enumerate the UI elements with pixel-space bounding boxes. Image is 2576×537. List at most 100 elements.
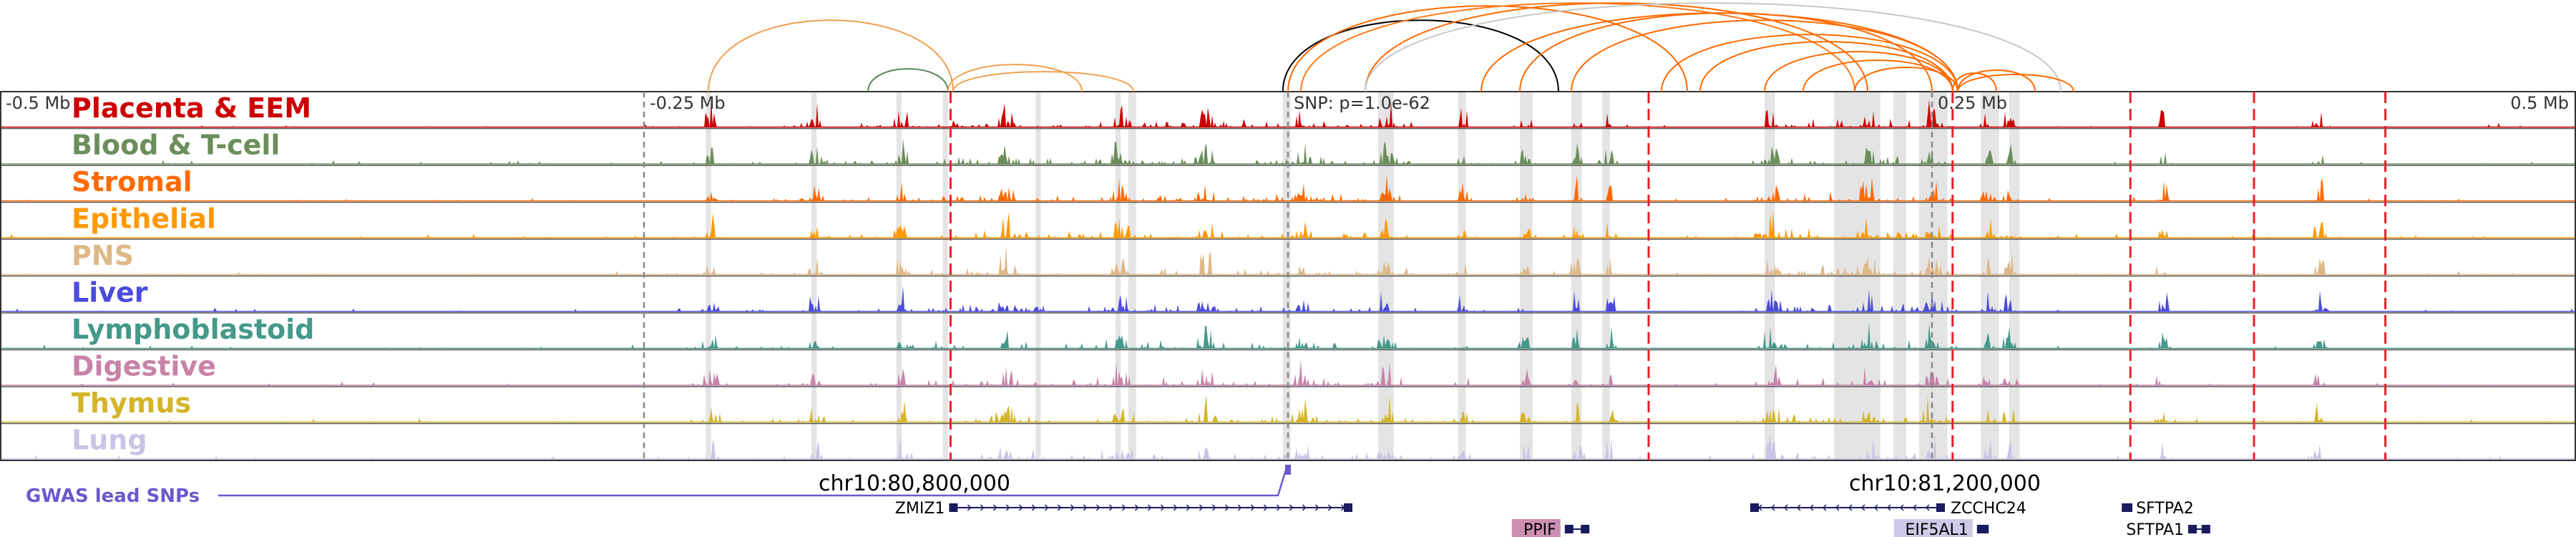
exon-block [1980, 525, 1989, 533]
loop-arc [1802, 59, 1953, 92]
loop-arc [1480, 12, 1958, 92]
dashed-lines [643, 92, 2387, 460]
gene-label: EIF5AL1 [1905, 521, 1968, 537]
strand-arrow [1121, 504, 1126, 511]
track-signal-6 [0, 321, 2576, 349]
gene-sftpa2: SFTPA2 [2122, 500, 2194, 518]
strand-arrow [1018, 504, 1023, 511]
loop-arc [952, 71, 1134, 92]
strand-arrow [1147, 504, 1152, 511]
strand-arrow [1899, 504, 1904, 511]
strand-arrow [1031, 504, 1036, 511]
loop-arcs [708, 2, 2074, 92]
loop-arc [867, 68, 949, 92]
track-label: Epithelial [72, 203, 216, 235]
loop-arc [1365, 2, 1868, 92]
gwas-label: GWAS lead SNPs [26, 485, 200, 507]
gene-badge [1893, 519, 1973, 537]
loop-arc [1854, 67, 1958, 92]
loop-arc [1661, 34, 1958, 92]
exon-block [2188, 525, 2197, 533]
gene-label: ZCCHC24 [1951, 500, 2026, 518]
gene-zmiz1: ZMIZ1 [895, 500, 1352, 518]
gene-label: SFTPA1 [2126, 521, 2184, 537]
strand-arrow [1835, 504, 1840, 511]
gene-zcchc24: ZCCHC24 [1750, 500, 2026, 518]
strand-arrow [1224, 504, 1229, 511]
loop-arc [1282, 19, 1559, 92]
strand-arrow [1860, 504, 1865, 511]
strand-arrow [1083, 504, 1088, 511]
strand-arrow [1796, 504, 1801, 511]
track-label: PNS [72, 240, 134, 271]
strand-arrow [1925, 504, 1930, 511]
strand-arrow [1302, 504, 1307, 511]
exon-block [2201, 525, 2210, 533]
strand-arrow [1848, 504, 1853, 511]
strand-arrow [1912, 504, 1917, 511]
loop-arc [947, 64, 1083, 92]
exon-block [1936, 503, 1945, 512]
gwas-connector [218, 467, 1288, 497]
loop-arc [708, 19, 954, 92]
strand-arrow [1057, 504, 1062, 511]
axis-tick-label: -0.5 Mb [6, 93, 70, 113]
strand-arrow [1289, 504, 1294, 511]
track-label: Thymus [72, 387, 191, 419]
strand-arrow [1886, 504, 1891, 511]
gene-label: ZMIZ1 [895, 500, 945, 518]
strand-arrow [992, 504, 997, 511]
strand-arrow [1822, 504, 1827, 511]
strand-arrow [1005, 504, 1010, 511]
strand-arrow [1160, 504, 1165, 511]
strand-arrow [1237, 504, 1242, 511]
gene-eif5al1: EIF5AL1 [1893, 519, 1989, 537]
track-label: Blood & T-cell [72, 130, 280, 161]
track-signal-1 [0, 138, 2576, 164]
exon-block [1581, 525, 1590, 533]
loop-arc [1764, 51, 1953, 92]
coordinate-label: chr10:80,800,000 [819, 471, 1010, 496]
strand-arrow [1134, 504, 1139, 511]
strand-arrow [1044, 504, 1049, 511]
strand-arrow [1276, 504, 1281, 511]
track-label: Liver [72, 277, 148, 309]
strand-arrow [967, 504, 972, 511]
loop-arc [1365, 2, 2062, 92]
exon-block [1344, 503, 1352, 512]
strand-arrow [1327, 504, 1332, 511]
gwas-snp-marker [1285, 465, 1291, 475]
gene-sftpa1: SFTPA1 [2126, 521, 2210, 537]
strand-arrow [1314, 504, 1319, 511]
loop-arc [1699, 41, 1953, 92]
gene-label: SFTPA2 [2136, 500, 2194, 518]
axis-tick-label: -0.25 Mb [650, 93, 726, 113]
strand-arrow [1770, 504, 1775, 511]
strand-arrow [1173, 504, 1178, 511]
strand-arrow [1199, 504, 1204, 511]
strand-arrow [1809, 504, 1814, 511]
gene-track: ZMIZ1 PPIF ZCCHC24 EIF5AL1 SFTPA2 SFTPA1 [895, 500, 2210, 537]
strand-arrow [1186, 504, 1191, 511]
exon-block [1750, 503, 1759, 512]
loop-arc [1287, 5, 1688, 92]
strand-arrow [1211, 504, 1216, 511]
strand-arrow [1108, 504, 1113, 511]
strand-arrow [1096, 504, 1101, 511]
strand-arrow [1070, 504, 1075, 511]
coordinate-label: chr10:81,200,000 [1849, 471, 2041, 496]
track-signal-9 [0, 433, 2576, 459]
axis-ticks: -0.5 Mb -0.25 Mb 0.25 Mb 0.5 Mb SNP: p=1.0e-… [6, 93, 2569, 113]
exon-block [2122, 503, 2131, 512]
gene-label: PPIF [1523, 521, 1556, 537]
axis-tick-label: 0.25 Mb [1938, 93, 2007, 113]
track-label: Lung [72, 425, 147, 456]
track-label: Lymphoblastoid [72, 314, 314, 345]
axis-tick-label: 0.5 Mb [2510, 93, 2569, 113]
exon-block [1564, 525, 1574, 533]
strand-arrow [980, 504, 985, 511]
track-label: Digestive [72, 351, 216, 382]
strand-arrow [1250, 504, 1255, 511]
